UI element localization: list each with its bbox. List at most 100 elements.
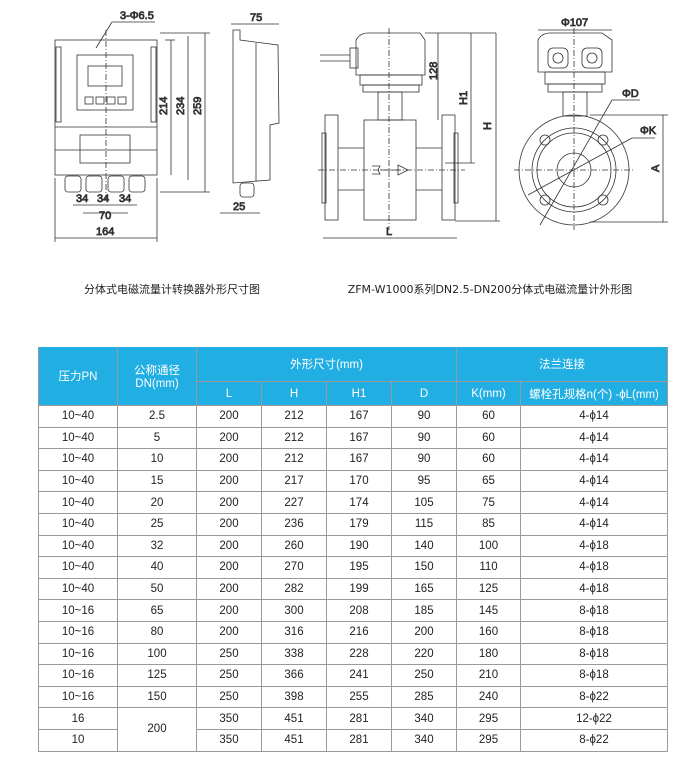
h1-label: H1 (458, 91, 470, 105)
table-cell: 60 (456, 426, 521, 450)
table-cell: 10~40 (38, 556, 118, 579)
table-cell: 167 (326, 448, 392, 471)
table-cell: 8-ϕ22 (520, 685, 668, 709)
table-cell: 208 (326, 599, 392, 622)
table-cell: 451 (261, 707, 327, 730)
table-cell: 4-ϕ14 (520, 469, 668, 493)
table-row: 10~40 50 200 282 199 165 125 4-ϕ18 (38, 577, 668, 601)
converter-caption: 分体式电磁流量计转换器外形尺寸图 (84, 283, 260, 296)
table-cell: 200 (196, 534, 262, 558)
table-cell: 95 (391, 469, 457, 493)
table-cell: 8-ϕ18 (520, 620, 668, 644)
table-cell: 32 (117, 534, 197, 558)
table-cell: 167 (326, 405, 392, 428)
a-label: A (650, 164, 662, 172)
table-cell: 250 (391, 664, 457, 687)
table-row: 10~40 10 200 212 167 90 60 4-ϕ14 (38, 448, 668, 471)
table-cell: 281 (326, 728, 392, 752)
table-cell: 150 (117, 685, 197, 709)
table-cell: 160 (456, 620, 521, 644)
sensor-front-view (318, 28, 500, 239)
h-label: H (482, 122, 494, 130)
header-l: L (196, 381, 262, 406)
table-cell: 10~40 (38, 512, 118, 536)
table-cell: 40 (117, 556, 197, 579)
table-row: 10~16 125 250 366 241 250 210 8-ϕ18 (38, 664, 668, 687)
table-cell: 8-ϕ18 (520, 599, 668, 622)
table-cell: 212 (261, 426, 327, 450)
table-cell: 295 (456, 707, 521, 730)
table-cell: 8-ϕ22 (520, 728, 668, 752)
table-cell: 145 (456, 599, 521, 622)
table-cell: 316 (261, 620, 327, 644)
table-row: 10~40 2.5 200 212 167 90 60 4-ϕ14 (38, 405, 668, 428)
header-h1: H1 (326, 381, 392, 406)
table-cell: 212 (261, 405, 327, 428)
table-cell: 255 (326, 685, 392, 709)
head-diameter-label: Φ107 (561, 17, 588, 29)
table-cell: 174 (326, 491, 392, 514)
table-cell: 295 (456, 728, 521, 752)
width-70-label: 70 (99, 210, 111, 222)
table-cell: 179 (326, 512, 392, 536)
table-cell: 300 (261, 599, 327, 622)
table-cell: 12-ϕ22 (520, 707, 668, 730)
l-label: L (386, 226, 392, 238)
table-cell: 10~16 (38, 642, 118, 666)
table-cell: 285 (391, 685, 457, 709)
height-259-label: 259 (192, 97, 204, 115)
table-cell: 338 (261, 642, 327, 666)
table-cell: 16 (38, 707, 118, 730)
table-row: 10~16 65 200 300 208 185 145 8-ϕ18 (38, 599, 668, 622)
table-cell: 260 (261, 534, 327, 558)
table-cell: 4-ϕ14 (520, 448, 668, 471)
table-cell: 200 (391, 620, 457, 644)
table-cell: 165 (391, 577, 457, 601)
table-row: 10~40 5 200 212 167 90 60 4-ϕ14 (38, 426, 668, 450)
table-cell: 217 (261, 469, 327, 493)
table-cell: 2.5 (117, 405, 197, 428)
table-cell: 250 (196, 685, 262, 709)
gland-25-label: 25 (233, 201, 245, 213)
table-cell: 185 (391, 599, 457, 622)
depth-75-label: 75 (250, 12, 262, 24)
table-cell: 105 (391, 491, 457, 514)
table-cell: 10~40 (38, 448, 118, 471)
table-row: 10~16 100 250 338 228 220 180 8-ϕ18 (38, 642, 668, 666)
table-row: 16 200 350 451 281 340 295 12-ϕ22 (38, 707, 668, 752)
table-cell: 200 (196, 405, 262, 428)
header-pn: 压力PN (38, 347, 118, 406)
table-cell: 200 (117, 707, 197, 752)
sensor-caption: ZFM-W1000系列DN2.5-DN200分体式电磁流量计外形图 (347, 283, 633, 296)
table-cell: 451 (261, 728, 327, 752)
table-cell: 140 (391, 534, 457, 558)
table-cell: 10~40 (38, 426, 118, 450)
table-cell: 100 (117, 642, 197, 666)
table-cell: 180 (456, 642, 521, 666)
bolt-circle-label: ΦK (640, 125, 657, 137)
table-cell: 80 (117, 620, 197, 644)
header-flange: 法兰连接 (456, 347, 668, 382)
width-34-label: 34 (97, 193, 109, 205)
table-row: 10~40 25 200 236 179 115 85 4-ϕ14 (38, 512, 668, 536)
header-k: K(mm) (456, 381, 521, 406)
table-cell: 10~16 (38, 664, 118, 687)
table-row: 10~40 20 200 227 174 105 75 4-ϕ14 (38, 491, 668, 514)
table-cell: 20 (117, 491, 197, 514)
table-cell: 4-ϕ18 (520, 577, 668, 601)
table-cell: 4-ϕ14 (520, 426, 668, 450)
table-cell: 25 (117, 512, 197, 536)
table-cell: 236 (261, 512, 327, 536)
table-cell: 350 (196, 728, 262, 752)
header-bolt: 螺栓孔规格n(个) -ϕL(mm) (520, 381, 668, 406)
table-cell: 200 (196, 599, 262, 622)
table-cell: 65 (456, 469, 521, 493)
table-cell: 270 (261, 556, 327, 579)
table-cell: 216 (326, 620, 392, 644)
width-164-label: 164 (96, 226, 114, 238)
table-cell: 200 (196, 491, 262, 514)
table-cell: 110 (456, 556, 521, 579)
table-cell: 195 (326, 556, 392, 579)
table-cell: 60 (456, 448, 521, 471)
table-cell: 200 (196, 448, 262, 471)
